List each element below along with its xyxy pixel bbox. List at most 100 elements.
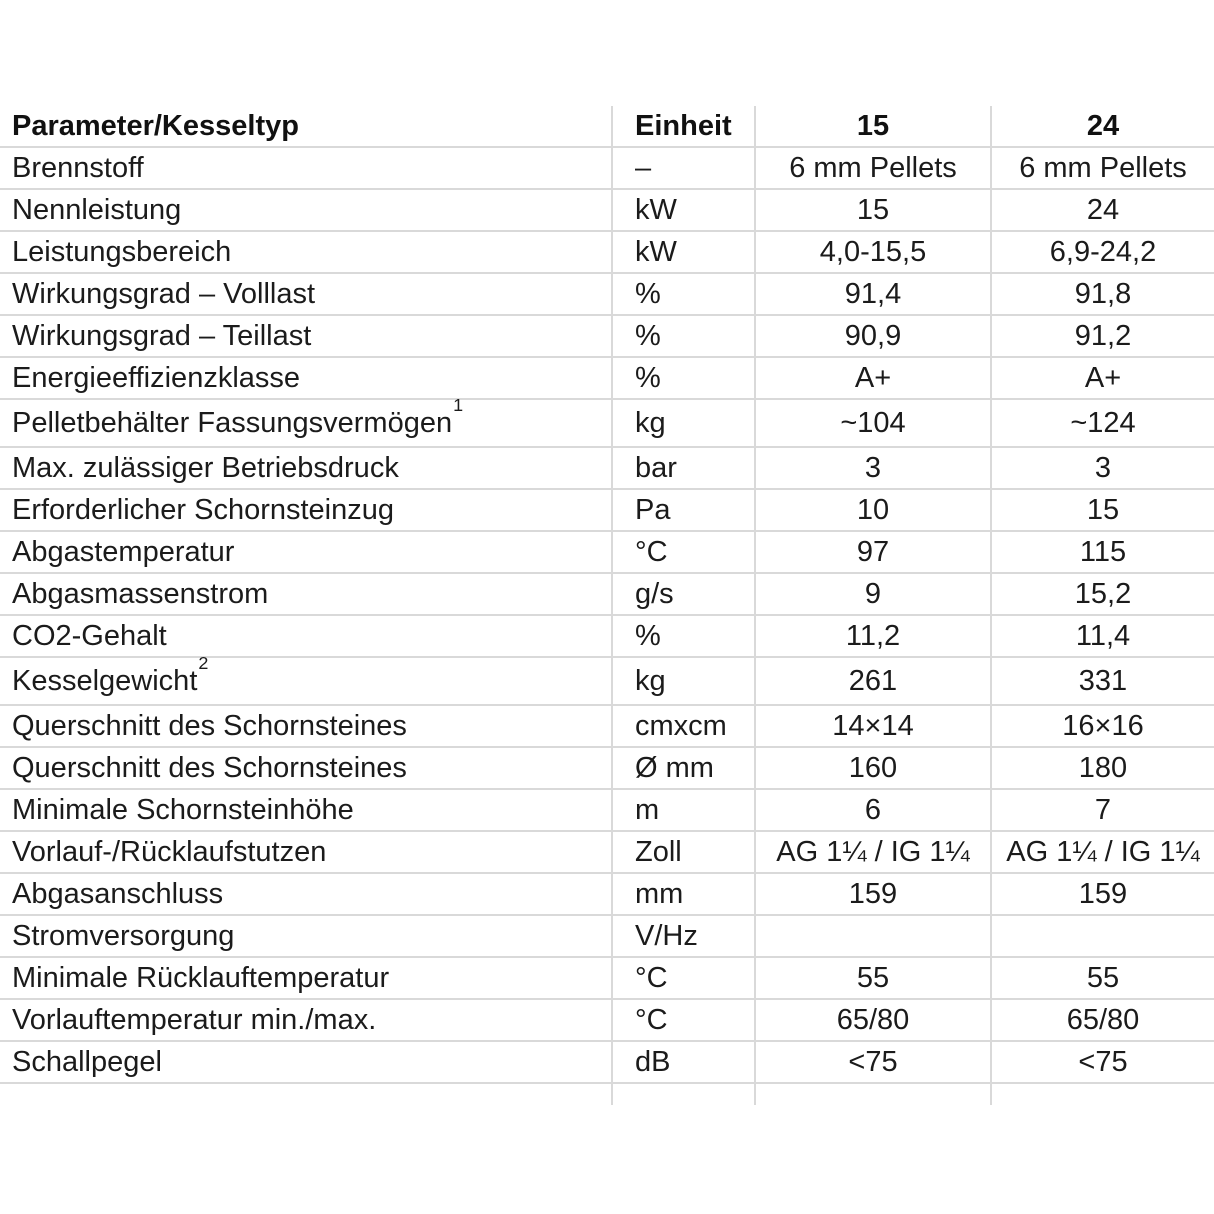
value-cell-model-15: 3 <box>754 447 991 490</box>
table-row: Minimale Rücklauftemperatur °C 55 55 <box>0 957 1214 1000</box>
table-footer <box>0 1083 1214 1105</box>
unit-cell: V/Hz <box>611 915 755 958</box>
unit-cell: Zoll <box>611 831 755 874</box>
table-row: Wirkungsgrad – Volllast% 91,4 91,8 <box>0 273 1214 316</box>
value-cell-model-24: 55 <box>990 957 1214 1000</box>
value-cell-model-15: 4,0-15,5 <box>754 231 991 274</box>
value-cell-model-15: 97 <box>754 531 991 574</box>
unit-cell: bar <box>611 447 755 490</box>
unit-cell: kg <box>611 399 755 448</box>
value-cell-model-15: 55 <box>754 957 991 1000</box>
value-cell-model-15: ~104 <box>754 399 991 448</box>
value-cell-model-24: 159 <box>990 873 1214 916</box>
table-row: Minimale Schornsteinhöhe m 6 7 <box>0 789 1214 832</box>
footnote-marker: 1 <box>453 394 464 415</box>
value-cell-model-15: 6 mm Pellets <box>754 147 991 190</box>
parameter-cell: Querschnitt des Schornsteines <box>0 747 612 790</box>
value-cell-model-15: A+ <box>754 357 991 400</box>
value-cell-model-15: 91,4 <box>754 273 991 316</box>
unit-cell: % <box>611 357 755 400</box>
unit-cell: % <box>611 615 755 658</box>
value-cell-model-15: 9 <box>754 573 991 616</box>
unit-cell: g/s <box>611 573 755 616</box>
parameter-cell: Vorlauf-/Rücklaufstutzen <box>0 831 612 874</box>
table-row: Vorlauf-/Rücklaufstutzen Zoll AG 1¼ / IG 1… <box>0 831 1214 874</box>
table-row: Schallpegel dB <75 <75 <box>0 1041 1214 1084</box>
empty-cell <box>611 1083 755 1105</box>
table-row: Wirkungsgrad – Teillast% 90,9 91,2 <box>0 315 1214 358</box>
value-cell-model-15: 15 <box>754 189 991 232</box>
unit-cell: kW <box>611 231 755 274</box>
table-row: CO2-Gehalt% 11,2 11,4 <box>0 615 1214 658</box>
value-cell-model-24: 6 mm Pellets <box>990 147 1214 190</box>
table-row: Kesselgewicht2 kg 261 331 <box>0 654 1214 706</box>
value-cell-model-24: 15,2 <box>990 573 1214 616</box>
table-row: Max. zulässiger Betriebsdruck bar 3 3 <box>0 447 1214 490</box>
table-row: Abgasmassenstrom g/s 9 15,2 <box>0 573 1214 616</box>
unit-cell: kg <box>611 657 755 706</box>
empty-cell <box>0 1083 612 1105</box>
value-cell-model-24: 7 <box>990 789 1214 832</box>
parameter-cell: Nennleistung <box>0 189 612 232</box>
table-row: Pelletbehälter Fassungsvermögen1 kg ~104 ~1… <box>0 396 1214 448</box>
table-row: Vorlauftemperatur min./max. °C 65/80 65/80 <box>0 999 1214 1042</box>
table-row: Brennstoff –6 mm Pellets 6 mm Pellets <box>0 147 1214 190</box>
unit-cell: % <box>611 273 755 316</box>
header-model-15: 15 <box>754 106 991 148</box>
table-row: Leistungsbereich kW 4,0-15,5 6,9-24,2 <box>0 231 1214 274</box>
parameter-cell: Leistungsbereich <box>0 231 612 274</box>
value-cell-model-24: 91,2 <box>990 315 1214 358</box>
value-cell-model-15: 261 <box>754 657 991 706</box>
table-row: Stromversorgung V/Hz <box>0 915 1214 958</box>
value-cell-model-15: 65/80 <box>754 999 991 1042</box>
parameter-cell: Brennstoff <box>0 147 612 190</box>
parameter-cell: Max. zulässiger Betriebsdruck <box>0 447 612 490</box>
value-cell-model-15: 159 <box>754 873 991 916</box>
value-cell-model-24: 331 <box>990 657 1214 706</box>
value-cell-model-24: ~124 <box>990 399 1214 448</box>
unit-cell: cmxcm <box>611 705 755 748</box>
unit-cell: % <box>611 315 755 358</box>
empty-partial-row <box>0 1083 1214 1105</box>
value-cell-model-24: 6,9-24,2 <box>990 231 1214 274</box>
table-row: Abgasanschluss mm 159 159 <box>0 873 1214 916</box>
value-cell-model-24: 11,4 <box>990 615 1214 658</box>
parameter-cell: Abgastemperatur <box>0 531 612 574</box>
empty-cell <box>990 1083 1214 1105</box>
parameter-cell: Kesselgewicht2 <box>0 654 612 706</box>
parameter-cell: Wirkungsgrad – Volllast <box>0 273 612 316</box>
table-row: Nennleistung kW 15 24 <box>0 189 1214 232</box>
value-cell-model-15: <75 <box>754 1041 991 1084</box>
value-cell-model-24: AG 1¼ / IG 1¼ <box>990 831 1214 874</box>
table-row: Erforderlicher Schornsteinzug Pa 10 15 <box>0 489 1214 532</box>
value-cell-model-15: AG 1¼ / IG 1¼ <box>754 831 991 874</box>
boiler-spec-table: Parameter/Kesseltyp Einheit 15 24 Brenns… <box>0 106 1214 1105</box>
parameter-cell: Energieeffizienzklasse <box>0 357 612 400</box>
value-cell-model-15: 90,9 <box>754 315 991 358</box>
parameter-cell: Minimale Rücklauftemperatur <box>0 957 612 1000</box>
parameter-cell: CO2-Gehalt <box>0 615 612 658</box>
value-cell-model-15: 11,2 <box>754 615 991 658</box>
value-cell-model-24: 115 <box>990 531 1214 574</box>
empty-cell <box>754 1083 991 1105</box>
value-cell-model-24: 15 <box>990 489 1214 532</box>
table-row: Querschnitt des Schornsteines Ø mm 160 180 <box>0 747 1214 790</box>
unit-cell: – <box>611 147 755 190</box>
parameter-cell: Stromversorgung <box>0 915 612 958</box>
parameter-cell: Pelletbehälter Fassungsvermögen1 <box>0 396 612 448</box>
unit-cell: mm <box>611 873 755 916</box>
spec-table-body: Brennstoff –6 mm Pellets 6 mm Pellets Nennl… <box>0 147 1214 1084</box>
parameter-cell: Schallpegel <box>0 1041 612 1084</box>
value-cell-model-24: 65/80 <box>990 999 1214 1042</box>
value-cell-model-24: 16×16 <box>990 705 1214 748</box>
table-header: Parameter/Kesseltyp Einheit 15 24 <box>0 106 1214 148</box>
header-model-24: 24 <box>990 106 1214 148</box>
unit-cell: °C <box>611 531 755 574</box>
header-unit: Einheit <box>611 106 755 148</box>
value-cell-model-24: 180 <box>990 747 1214 790</box>
value-cell-model-24: A+ <box>990 357 1214 400</box>
value-cell-model-24: 3 <box>990 447 1214 490</box>
header-row: Parameter/Kesseltyp Einheit 15 24 <box>0 106 1214 148</box>
value-cell-model-15: 10 <box>754 489 991 532</box>
parameter-cell: Vorlauftemperatur min./max. <box>0 999 612 1042</box>
